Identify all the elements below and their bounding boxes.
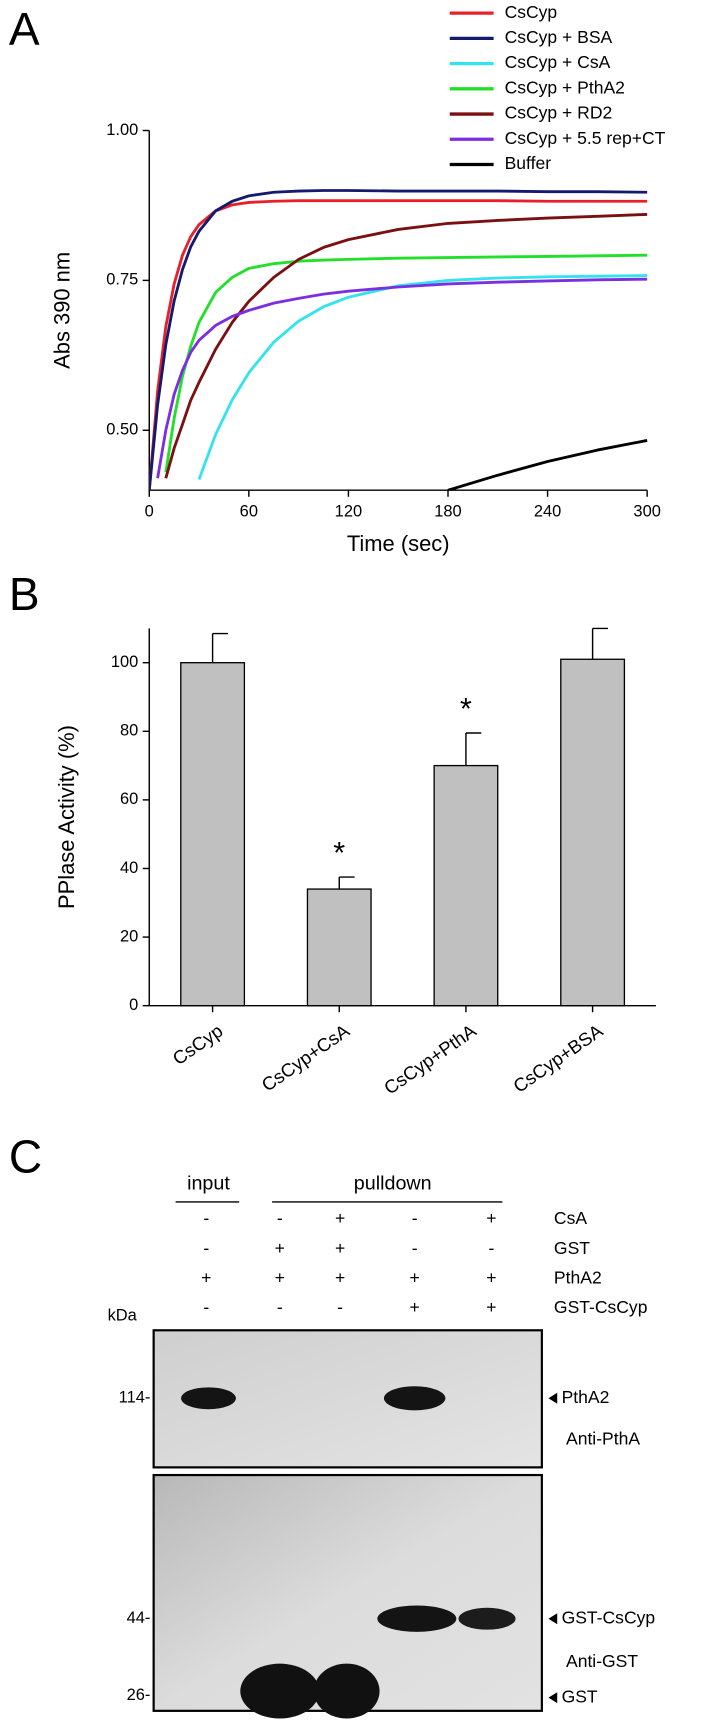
lane-sign: - — [277, 1208, 283, 1228]
legend-label: CsCyp + 5.5 rep+CT — [505, 128, 666, 148]
band — [240, 1663, 320, 1719]
data-line — [164, 253, 648, 473]
band — [181, 1387, 236, 1410]
y-tick-label: 0.75 — [106, 271, 138, 289]
data-line — [447, 439, 648, 491]
panel-label: A — [9, 3, 40, 55]
legend-label: CsCyp — [505, 2, 558, 22]
group-label: input — [187, 1173, 230, 1195]
lane-sign: + — [410, 1267, 420, 1287]
lane-sign: + — [275, 1267, 285, 1287]
lane-sign: - — [203, 1208, 209, 1228]
data-line — [197, 274, 648, 480]
lane-sign: + — [486, 1267, 496, 1287]
legend-label: CsCyp + BSA — [505, 27, 613, 47]
condition-label: PthA2 — [554, 1267, 602, 1287]
band — [377, 1605, 457, 1632]
condition-label: GST — [554, 1238, 590, 1258]
condition-label: GST-CsCyp — [554, 1297, 648, 1317]
x-tick-label: 60 — [240, 502, 258, 520]
lane-sign: - — [489, 1238, 495, 1258]
lane-sign: + — [275, 1238, 285, 1258]
lane-sign: - — [203, 1297, 209, 1317]
plot-area — [149, 189, 648, 491]
x-tick-label: 0 — [145, 502, 154, 520]
y-tick-label: 0.50 — [106, 421, 138, 439]
lane-sign: - — [337, 1297, 343, 1317]
y-axis-title: PPlase Activity (%) — [54, 725, 79, 909]
antibody-label: Anti-PthA — [566, 1429, 640, 1449]
data-line — [156, 277, 648, 479]
y-tick-label: 20 — [120, 927, 138, 945]
band — [383, 1386, 446, 1411]
y-tick-label: 100 — [111, 653, 138, 671]
lane-sign: + — [335, 1238, 345, 1258]
band — [458, 1607, 516, 1630]
lane-sign: - — [203, 1238, 209, 1258]
lane-sign: + — [335, 1208, 345, 1228]
band-arrow — [548, 1392, 558, 1704]
error-bar — [591, 627, 608, 660]
marker-label: 44- — [127, 1609, 151, 1627]
condition-label: CsA — [554, 1208, 587, 1228]
x-tick-label: CsCyp+CsA — [258, 1020, 354, 1096]
group-label: pulldown — [354, 1173, 432, 1195]
band-label: GST — [562, 1686, 598, 1706]
y-axis-title: Abs 390 nm — [50, 252, 75, 369]
y-tick-label: 40 — [120, 859, 138, 877]
data-line — [164, 212, 648, 479]
antibody-label: Anti-GST — [566, 1651, 638, 1671]
y-tick-label: 60 — [120, 790, 138, 808]
error-bar — [338, 876, 355, 890]
panel-label: C — [9, 1130, 42, 1182]
lane-sign: + — [201, 1267, 211, 1287]
marker-label: 114- — [119, 1389, 151, 1407]
lane-sign: + — [335, 1267, 345, 1287]
significance-marker: * — [333, 835, 345, 870]
panel-label: B — [9, 568, 40, 620]
axis — [148, 130, 648, 491]
x-tick-label: 300 — [633, 502, 660, 520]
band-label: PthA2 — [562, 1387, 610, 1407]
bar — [433, 764, 499, 1007]
y-tick-label: 80 — [120, 722, 138, 740]
error-bar — [465, 732, 482, 766]
band — [313, 1663, 380, 1719]
data-line — [149, 199, 648, 491]
x-tick-label: CsCyp+BSA — [509, 1020, 607, 1097]
x-tick-label: 180 — [434, 502, 461, 520]
legend-label: CsCyp + RD2 — [505, 103, 613, 123]
marker-label: 26- — [127, 1686, 151, 1704]
x-tick-label: CsCyp — [169, 1020, 227, 1069]
x-tick-label: 120 — [335, 502, 362, 520]
lane-sign: + — [486, 1297, 496, 1317]
error-bar — [211, 632, 228, 663]
y-tick-label: 1.00 — [106, 121, 138, 139]
bar — [306, 888, 372, 1007]
band-label: GST-CsCyp — [562, 1607, 656, 1627]
lane-sign: - — [277, 1297, 283, 1317]
lane-sign: - — [412, 1208, 418, 1228]
bar — [180, 662, 246, 1007]
lane-sign: + — [486, 1208, 496, 1228]
lane-sign: - — [412, 1238, 418, 1258]
legend-label: CsCyp + CsA — [505, 52, 611, 72]
significance-marker: * — [460, 691, 472, 726]
y-tick-label: 0 — [129, 996, 138, 1014]
legend-label: Buffer — [505, 153, 552, 173]
x-tick-label: CsCyp+PthA — [380, 1020, 480, 1099]
bar — [560, 658, 626, 1007]
data-line — [149, 189, 648, 491]
unit-label: kDa — [108, 1306, 138, 1324]
lane-sign: + — [410, 1297, 420, 1317]
x-axis-title: Time (sec) — [347, 531, 450, 556]
legend-label: CsCyp + PthA2 — [505, 77, 625, 97]
x-tick-label: 240 — [534, 502, 561, 520]
